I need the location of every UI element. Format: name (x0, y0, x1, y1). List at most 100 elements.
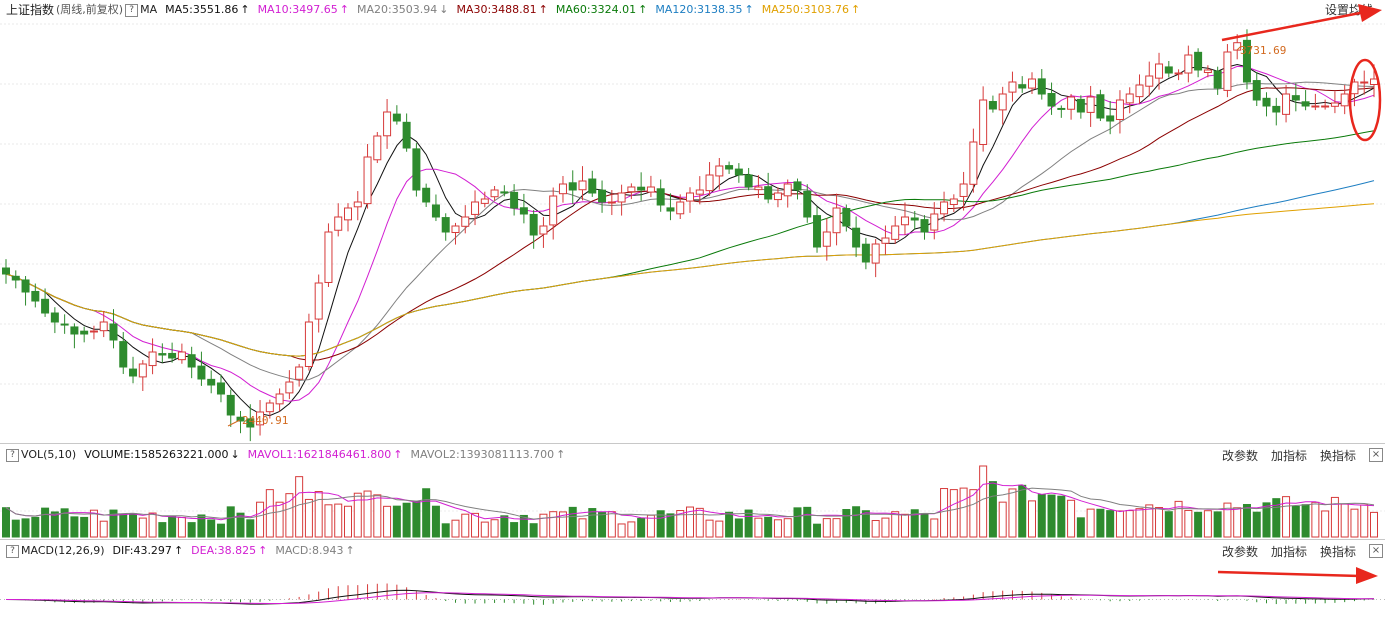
candle-body (1076, 98, 1085, 113)
volume-bar (1223, 502, 1232, 538)
volume-bar (910, 509, 919, 538)
volume-bar (764, 516, 773, 538)
help-icon[interactable]: ? (125, 3, 139, 17)
candlestick (588, 170, 597, 197)
volume-arrow-icon: ↓ (230, 448, 240, 461)
candle-body (783, 183, 792, 197)
candle-body (21, 279, 30, 293)
candlestick (1047, 82, 1056, 115)
candle-body (207, 378, 216, 386)
candle-body (1272, 105, 1281, 113)
candle-body (519, 207, 528, 215)
candlestick (41, 288, 50, 317)
candle-body (1047, 92, 1056, 107)
candle-body (461, 216, 470, 227)
candlestick (705, 162, 714, 196)
volume-bars (2, 465, 1378, 538)
vol-close-icon[interactable]: × (1369, 448, 1383, 462)
candlestick (70, 323, 79, 349)
volume-bar (1106, 510, 1115, 538)
candle-body (500, 191, 509, 194)
macd-help-icon[interactable]: ? (6, 544, 19, 558)
candlestick (910, 210, 919, 230)
candle-body (441, 217, 450, 233)
candlestick (617, 184, 626, 216)
arrow-head-icon (1358, 4, 1382, 22)
highlight-circle (1348, 58, 1382, 142)
candle-body (344, 207, 352, 221)
candlestick (607, 189, 616, 216)
ma20-arrow-icon: ↓ (439, 3, 449, 16)
volume-bar (344, 505, 352, 538)
volume-average-lines (5, 482, 1375, 521)
volume-bar (881, 517, 890, 538)
volume-bar (236, 512, 245, 538)
candlestick (295, 363, 304, 387)
candle-body (695, 189, 704, 195)
volume-bar (891, 511, 900, 538)
vol-add-indicator-button[interactable]: 加指标 (1270, 448, 1307, 463)
candlesticks[interactable] (2, 29, 1378, 442)
candle-body (627, 186, 636, 193)
volume-bar (1115, 510, 1124, 538)
volume-bar (383, 505, 392, 538)
candlestick (979, 86, 988, 152)
candlestick (1155, 52, 1164, 90)
candle-body (734, 168, 743, 176)
candle-body (314, 282, 323, 320)
vol-switch-indicator-button[interactable]: 换指标 (1319, 448, 1356, 463)
volume-bar (676, 510, 685, 538)
candlestick (852, 216, 861, 258)
candlestick (490, 186, 499, 201)
vol-help-icon[interactable]: ? (6, 448, 19, 462)
candlestick (842, 204, 851, 232)
volume-bar (168, 515, 177, 538)
candle-body (334, 216, 343, 231)
candle-body (1321, 105, 1330, 108)
candle-body (2, 267, 10, 275)
candlestick (11, 270, 20, 289)
volume-bar (627, 521, 636, 538)
candle-body (568, 182, 577, 191)
candle-body (891, 225, 900, 240)
volume-bar (793, 507, 802, 538)
candle-body (363, 156, 372, 205)
volume-bar (1262, 502, 1271, 538)
macd-change-params-button[interactable]: 改参数 (1221, 544, 1258, 559)
ma-legend-bar: 上证指数 (周线,前复权) ? MA MA5:3551.86 ↑ MA10:34… (0, 0, 868, 20)
macd-close-icon[interactable]: × (1369, 544, 1383, 558)
candlestick (1086, 85, 1095, 127)
volume-bar (490, 519, 499, 538)
candlestick (1067, 93, 1076, 120)
candlestick (1115, 90, 1124, 134)
volume-bar (1194, 511, 1203, 538)
candlestick (832, 193, 841, 246)
volume-bar (1096, 508, 1105, 538)
candle-body (285, 381, 294, 394)
volume-bar (2, 507, 10, 538)
candlestick (216, 374, 225, 403)
macd-add-indicator-button[interactable]: 加指标 (1270, 544, 1307, 559)
volume-bar (334, 503, 343, 538)
volume-bar (353, 492, 362, 538)
candlestick (99, 310, 108, 338)
candlestick (177, 343, 186, 364)
candle-body (99, 321, 108, 332)
candlestick (1106, 101, 1115, 135)
candlestick (158, 343, 167, 363)
candlestick (519, 193, 528, 224)
volume-bar (686, 506, 694, 538)
trend-arrow-top (1221, 10, 1366, 42)
vol-change-params-button[interactable]: 改参数 (1221, 448, 1258, 463)
volume-bar (109, 509, 118, 538)
volume-bar (979, 465, 988, 538)
candle-body (725, 165, 734, 170)
candle-body (744, 174, 753, 188)
volume-bar (295, 476, 304, 538)
macd-switch-indicator-button[interactable]: 换指标 (1319, 544, 1356, 559)
candle-body (392, 113, 401, 122)
candlestick (109, 309, 118, 349)
candlestick (431, 194, 440, 222)
volume-bar (412, 500, 421, 538)
